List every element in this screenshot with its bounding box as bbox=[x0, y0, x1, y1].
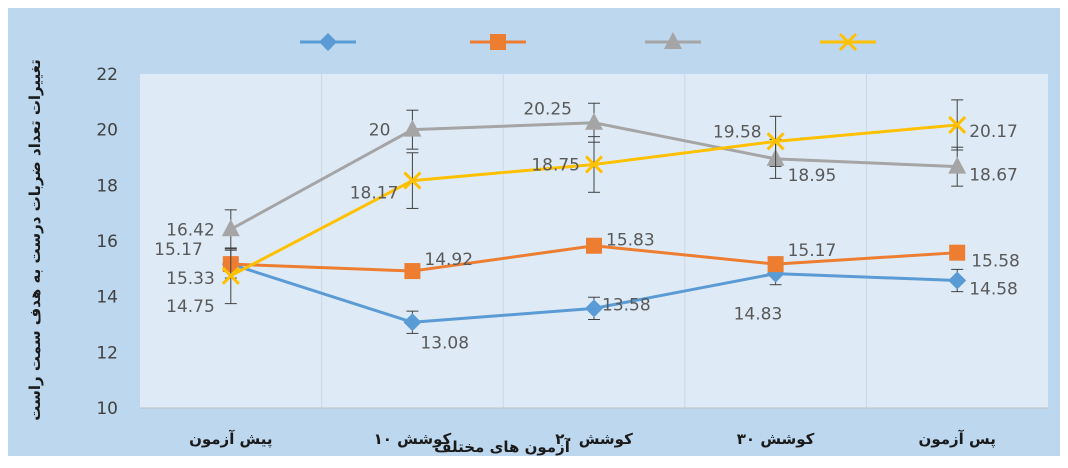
data-point bbox=[949, 244, 966, 261]
legend bbox=[300, 32, 876, 52]
y-tick-label: 10 bbox=[96, 399, 118, 419]
data-point bbox=[403, 313, 422, 332]
legend-marker bbox=[664, 32, 682, 49]
y-tick-label: 14 bbox=[96, 288, 118, 308]
data-point bbox=[948, 156, 967, 174]
x-tick-label: پس آزمون bbox=[919, 430, 996, 449]
data-label: 15.33 bbox=[166, 269, 215, 289]
data-point bbox=[948, 115, 967, 134]
data-point bbox=[403, 171, 422, 190]
data-label: 18.67 bbox=[969, 166, 1018, 186]
x-tick-label: کوشش ۳۰ bbox=[737, 430, 815, 448]
y-axis-title: تغییرات تعداد ضربات درست به هدف سمت راست bbox=[26, 59, 44, 421]
data-label: 13.08 bbox=[420, 333, 469, 353]
data-point bbox=[586, 237, 602, 254]
data-label: 14.83 bbox=[734, 305, 783, 325]
data-point bbox=[767, 256, 784, 273]
series-4: 14.75 18.17 18.75 19.58 20.17 bbox=[166, 99, 1018, 317]
data-point bbox=[221, 266, 240, 285]
legend-item bbox=[300, 33, 356, 51]
data-point bbox=[404, 263, 421, 280]
data-label: 19.58 bbox=[713, 122, 762, 142]
x-axis-title: آزمون های مختلف bbox=[434, 438, 571, 456]
y-tick-label: 18 bbox=[96, 176, 118, 196]
data-point bbox=[585, 299, 603, 318]
data-label: 15.58 bbox=[971, 252, 1020, 272]
y-tick-label: 16 bbox=[96, 232, 118, 252]
data-label: 13.58 bbox=[602, 295, 651, 315]
data-label: 15.17 bbox=[788, 241, 837, 261]
data-point bbox=[948, 271, 967, 290]
data-point bbox=[584, 155, 604, 174]
data-label: 18.17 bbox=[350, 184, 399, 204]
data-label: 15.83 bbox=[606, 231, 655, 251]
legend-marker bbox=[319, 33, 337, 51]
data-label: 18.95 bbox=[788, 166, 837, 186]
x-tick-label: کوشش ۲۰ bbox=[555, 430, 633, 448]
legend-item bbox=[645, 32, 701, 49]
y-tick-label: 12 bbox=[96, 343, 118, 363]
legend-marker bbox=[490, 34, 506, 50]
series-3: 16.42 20 20.25 18.95 18.67 bbox=[166, 100, 1018, 250]
y-tick-label: 20 bbox=[96, 121, 118, 141]
data-label: 16.42 bbox=[166, 220, 215, 240]
legend-marker bbox=[838, 32, 858, 52]
data-point bbox=[221, 219, 240, 237]
legend-item bbox=[470, 34, 526, 50]
series-1: 15.17 13.08 13.58 14.83 14.58 bbox=[154, 240, 1018, 353]
data-label: 20.17 bbox=[969, 122, 1018, 142]
data-point bbox=[585, 112, 603, 130]
data-point bbox=[403, 119, 422, 137]
plot-layer: 10 12 14 16 18 20 22 پیش آزمون کوشش ۱۰ کوشش ۲۰ کوش… bbox=[96, 65, 1048, 449]
data-point bbox=[766, 132, 785, 151]
legend-item bbox=[820, 32, 876, 52]
y-tick-label: 22 bbox=[96, 65, 118, 85]
data-label: 14.92 bbox=[424, 250, 473, 270]
data-label: 20.25 bbox=[523, 100, 572, 120]
x-tick-label: پیش آزمون bbox=[189, 430, 272, 449]
data-label: 18.75 bbox=[531, 155, 580, 175]
data-label: 14.58 bbox=[969, 280, 1018, 300]
data-label: 15.17 bbox=[154, 240, 203, 260]
data-label: 14.75 bbox=[166, 297, 215, 317]
x-tick-label: کوشش ۱۰ bbox=[374, 430, 452, 448]
data-label: 20 bbox=[369, 121, 391, 141]
